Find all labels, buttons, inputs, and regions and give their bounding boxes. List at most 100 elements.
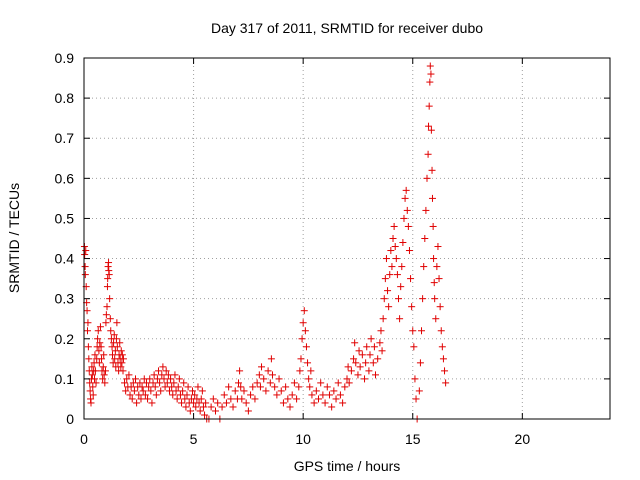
- data-point: [119, 355, 127, 363]
- data-point: [88, 363, 96, 371]
- data-point: [183, 391, 191, 399]
- data-point: [91, 375, 99, 383]
- data-point: [105, 271, 113, 279]
- data-point: [385, 303, 393, 311]
- data-point: [388, 263, 396, 271]
- data-point: [271, 383, 279, 391]
- data-point: [100, 351, 108, 359]
- data-point: [212, 407, 219, 415]
- data-point: [298, 335, 306, 343]
- data-point: [356, 363, 364, 371]
- data-point: [398, 263, 406, 271]
- data-point: [155, 367, 163, 375]
- data-point: [379, 315, 387, 323]
- data-point: [128, 395, 136, 403]
- data-point: [103, 303, 111, 311]
- data-point: [390, 222, 398, 230]
- data-point: [427, 70, 435, 78]
- data-point: [437, 327, 445, 335]
- data-point: [118, 351, 126, 359]
- data-point: [381, 275, 389, 283]
- data-points: [80, 62, 450, 423]
- data-point: [395, 295, 403, 303]
- data-point: [106, 315, 114, 323]
- data-point: [171, 371, 179, 379]
- data-point: [253, 379, 261, 387]
- y-tick-label: 0.8: [55, 90, 75, 106]
- data-point: [403, 206, 411, 214]
- data-point: [102, 319, 110, 327]
- data-point: [229, 403, 237, 411]
- data-point: [192, 403, 200, 411]
- data-point: [108, 351, 116, 359]
- data-point: [163, 379, 171, 387]
- data-point: [122, 387, 130, 395]
- data-point: [300, 307, 308, 315]
- data-point: [201, 411, 209, 419]
- data-point: [438, 343, 446, 351]
- data-point: [415, 387, 423, 395]
- data-point: [284, 395, 292, 403]
- data-point: [439, 355, 447, 363]
- data-point: [220, 391, 228, 399]
- chart-title: Day 317 of 2011, SRMTID for receiver dub…: [211, 20, 483, 36]
- plot-frame: [83, 57, 611, 420]
- data-point: [352, 359, 360, 367]
- x-tick-label: 0: [80, 431, 88, 447]
- data-point: [101, 379, 109, 387]
- data-point: [196, 407, 204, 415]
- data-point: [91, 351, 99, 359]
- data-point: [412, 395, 420, 403]
- data-point: [371, 371, 379, 379]
- data-point: [378, 347, 386, 355]
- data-point: [95, 347, 103, 355]
- data-point: [151, 383, 159, 391]
- data-point: [277, 387, 285, 395]
- data-point: [119, 367, 127, 375]
- data-point: [432, 315, 440, 323]
- data-point: [147, 387, 155, 395]
- x-tick-label: 20: [515, 431, 531, 447]
- data-point: [405, 247, 413, 255]
- data-point: [367, 335, 375, 343]
- data-point: [110, 339, 118, 347]
- data-point: [400, 214, 408, 222]
- data-point: [181, 395, 189, 403]
- data-point: [323, 383, 331, 391]
- data-point: [251, 395, 259, 403]
- data-point: [173, 395, 181, 403]
- y-tick-label: 0.4: [55, 251, 75, 267]
- data-point: [308, 391, 316, 399]
- data-point: [268, 371, 276, 379]
- data-point: [256, 383, 264, 391]
- data-point: [422, 206, 430, 214]
- data-point: [126, 391, 134, 399]
- data-point: [275, 375, 283, 383]
- data-point: [351, 339, 359, 347]
- data-point: [247, 391, 255, 399]
- data-point: [105, 259, 113, 267]
- data-point: [142, 379, 150, 387]
- data-point: [133, 399, 141, 407]
- data-point: [238, 395, 246, 403]
- data-point: [418, 327, 426, 335]
- data-point: [168, 383, 176, 391]
- y-tick-label: 0.2: [55, 331, 75, 347]
- data-point: [95, 359, 103, 367]
- data-point: [330, 387, 338, 395]
- data-point: [96, 323, 104, 331]
- data-point: [341, 383, 349, 391]
- data-point: [182, 403, 190, 411]
- data-point: [273, 391, 281, 399]
- data-point: [88, 371, 96, 379]
- data-point: [305, 375, 313, 383]
- data-point: [117, 347, 125, 355]
- data-point: [408, 303, 416, 311]
- data-point: [167, 375, 175, 383]
- data-point: [227, 395, 235, 403]
- data-point: [137, 395, 145, 403]
- data-point: [317, 379, 325, 387]
- data-point: [384, 287, 392, 295]
- data-point: [83, 307, 91, 315]
